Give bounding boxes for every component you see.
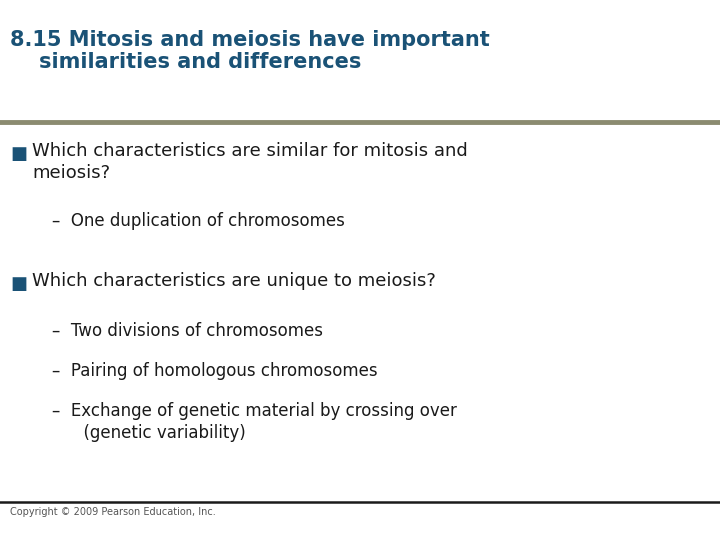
Text: Which characteristics are unique to meiosis?: Which characteristics are unique to meio…	[32, 272, 436, 290]
Text: similarities and differences: similarities and differences	[10, 52, 361, 72]
Text: –  Pairing of homologous chromosomes: – Pairing of homologous chromosomes	[52, 362, 377, 380]
Text: –  Two divisions of chromosomes: – Two divisions of chromosomes	[52, 322, 323, 340]
Text: ■: ■	[10, 145, 27, 163]
Text: –  Exchange of genetic material by crossing over
      (genetic variability): – Exchange of genetic material by crossi…	[52, 402, 457, 442]
Text: 8.15 Mitosis and meiosis have important: 8.15 Mitosis and meiosis have important	[10, 30, 490, 50]
Text: ■: ■	[10, 275, 27, 293]
Text: –  One duplication of chromosomes: – One duplication of chromosomes	[52, 212, 345, 230]
Text: Copyright © 2009 Pearson Education, Inc.: Copyright © 2009 Pearson Education, Inc.	[10, 507, 216, 517]
Text: Which characteristics are similar for mitosis and
meiosis?: Which characteristics are similar for mi…	[32, 142, 468, 182]
